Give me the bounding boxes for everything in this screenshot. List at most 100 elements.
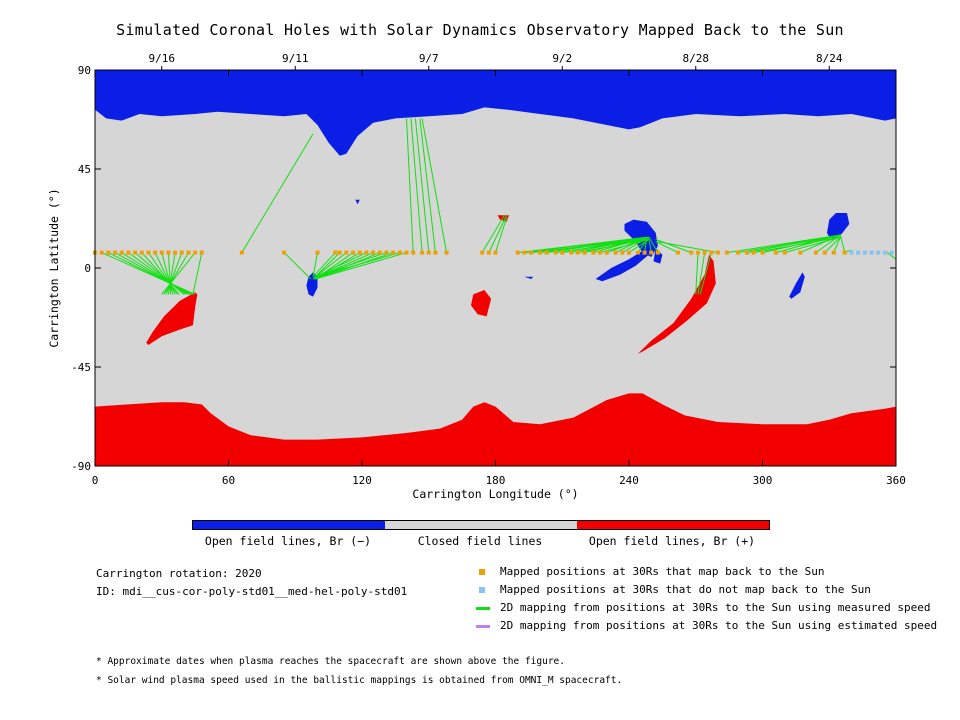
chart-title: Simulated Coronal Holes with Solar Dynam… [116, 21, 844, 39]
mapped-point [146, 250, 151, 255]
mapped-point [724, 250, 729, 255]
mapped-point [480, 250, 485, 255]
mapped-point [139, 250, 144, 255]
mapped-point [773, 250, 778, 255]
mapping-line [312, 252, 318, 277]
mapped-point [193, 250, 198, 255]
mapped-point [411, 250, 416, 255]
note-dates: * Approximate dates when plasma reaches … [96, 656, 565, 667]
mapped-point [357, 250, 362, 255]
unmapped-point [876, 250, 881, 255]
coronal-hole-negative [595, 248, 652, 282]
mapped-point [239, 250, 244, 255]
mapped-point [397, 250, 402, 255]
mapping-line [655, 241, 679, 254]
mapping-line [839, 234, 846, 253]
mapped-point [544, 250, 549, 255]
mapped-point [538, 250, 542, 255]
legend-item-measured: 2D mapping from positions at 30Rs to the… [476, 601, 946, 617]
mapped-point [569, 250, 574, 255]
mapped-point [371, 250, 376, 255]
mapped-point [582, 250, 587, 255]
mapping-line [615, 236, 648, 254]
mapped-point [99, 250, 104, 255]
north-polar-coronal-hole [95, 70, 896, 156]
mapping-line [824, 236, 841, 253]
mapped-point [782, 250, 787, 255]
mapping-line [283, 252, 312, 280]
mapped-point [675, 250, 680, 255]
x-tick-label: 360 [886, 474, 906, 487]
mapped-point [119, 250, 124, 255]
mapped-point [642, 250, 647, 255]
mapped-point [822, 250, 827, 255]
mapped-point [315, 250, 320, 255]
mapping-line [315, 252, 367, 278]
mapping-line [315, 252, 387, 278]
mapped-point [179, 250, 184, 255]
coronal-hole-negative [355, 199, 360, 205]
mapped-point [620, 250, 625, 255]
mapping-line [762, 234, 841, 254]
mapping-line [699, 252, 712, 295]
mapping-line [165, 252, 183, 295]
legend-item-unmapped: Mapped positions at 30Rs that do not map… [476, 583, 946, 599]
note-speed: * Solar wind plasma speed used in the ba… [96, 675, 623, 686]
mapped-point [133, 250, 138, 255]
mapped-point [831, 250, 836, 255]
mapped-point [420, 250, 425, 255]
mapped-point [655, 250, 660, 255]
legend-blue-square-icon [479, 587, 485, 593]
mapping-line [134, 252, 185, 295]
mapping-line [815, 234, 841, 254]
legend: Mapped positions at 30Rs that map back t… [476, 565, 946, 645]
coronal-hole-negative [524, 276, 534, 279]
mapping-line [746, 234, 841, 254]
mapped-point [591, 250, 596, 255]
x-tick-label: 180 [486, 474, 506, 487]
mapping-line [315, 252, 400, 278]
colorbar-label-closed: Closed field lines [417, 534, 543, 548]
y-tick-label: 0 [84, 262, 91, 275]
mapped-point [153, 250, 158, 255]
mapped-point [344, 250, 349, 255]
mapped-point [337, 250, 342, 255]
mapped-point [444, 250, 449, 255]
mapped-point [159, 250, 164, 255]
mapped-point [377, 250, 382, 255]
legend-purple-line-icon [476, 625, 490, 628]
mapped-point [351, 250, 356, 255]
mapped-point [575, 250, 580, 255]
mapping-line [419, 118, 436, 253]
coronal-hole-negative [789, 272, 805, 299]
unmapped-point [849, 250, 854, 255]
colorbar-closed [385, 521, 577, 529]
y-tick-label: -45 [71, 361, 91, 374]
mapping-line [657, 241, 719, 254]
mapped-point [529, 250, 534, 255]
mapped-point [199, 250, 204, 255]
coronal-hole-negative [653, 248, 663, 264]
mapped-point [842, 250, 847, 255]
y-tick-label: -90 [71, 460, 91, 473]
synoptic-map: 0 60 120 180 240 300 360 90 45 0 -45 -90 9/16 9/11 9/7… [47, 52, 906, 501]
mapped-point [716, 250, 720, 255]
mapped-point [364, 250, 369, 255]
mapping-line [695, 252, 699, 295]
mapping-line [167, 252, 172, 295]
coronal-hole-negative [827, 213, 850, 240]
x-tick-label: 300 [753, 474, 773, 487]
mapped-point [798, 250, 803, 255]
mapping-line [886, 252, 897, 260]
mapping-line [410, 118, 423, 253]
mapping-line [241, 133, 314, 253]
mapped-point [113, 250, 118, 255]
closed-field-region [95, 70, 896, 466]
mapping-line [775, 234, 841, 254]
date-label: 9/7 [419, 52, 439, 65]
mapping-line [414, 118, 430, 253]
x-tick-label: 120 [352, 474, 372, 487]
mapping-line [488, 214, 508, 253]
mapped-point [333, 250, 338, 255]
mapped-point [166, 250, 171, 255]
